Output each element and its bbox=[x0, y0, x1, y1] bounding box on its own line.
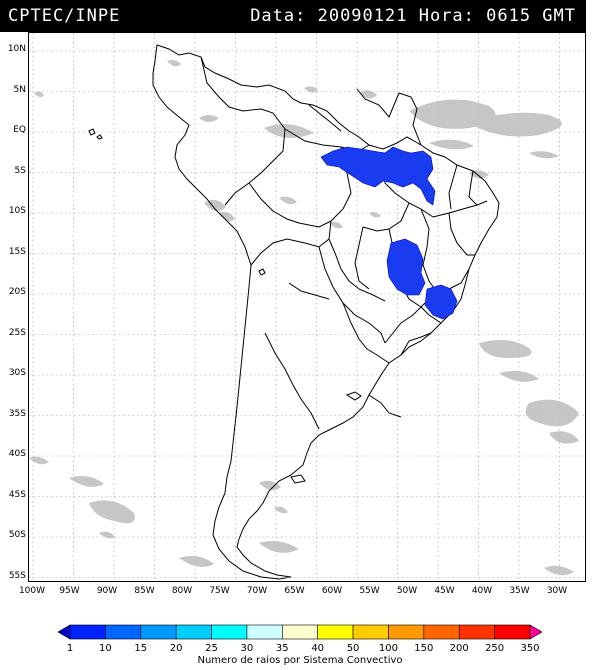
longitude-label: 90W bbox=[96, 586, 118, 596]
latitude-label: 10S bbox=[8, 206, 26, 216]
longitude-label: 80W bbox=[171, 586, 193, 596]
colorbar-segment bbox=[388, 624, 425, 640]
colorbar-tick-label: 40 bbox=[311, 643, 325, 654]
latitude-label: 20S bbox=[8, 287, 26, 297]
map-header: CPTEC/INPE Data: 20090121 Hora: 0615 GMT bbox=[0, 0, 586, 32]
longitude-label: 55W bbox=[359, 586, 380, 596]
colorbar-tick-label: 15 bbox=[134, 643, 148, 654]
longitude-label: 60W bbox=[321, 586, 343, 596]
colorbar-tick-label: 10 bbox=[99, 643, 112, 654]
latitude-label: 40S bbox=[8, 449, 26, 459]
latitude-label: 5N bbox=[13, 84, 26, 95]
colorbar-segment bbox=[211, 624, 248, 640]
colorbar-segment bbox=[140, 624, 177, 640]
convective-systems bbox=[320, 146, 458, 320]
longitude-label: 75W bbox=[209, 586, 230, 596]
latitude-label: 55S bbox=[8, 570, 26, 581]
longitude-label: 70W bbox=[246, 586, 268, 596]
latitude-label: 15S bbox=[8, 246, 26, 257]
latitude-label: 30S bbox=[8, 368, 26, 378]
colorbar-tick-label: 200 bbox=[449, 643, 469, 654]
colorbar-segment bbox=[58, 624, 71, 640]
colorbar-tick-label: 25 bbox=[205, 643, 218, 654]
colorbar-tick-label: 350 bbox=[520, 643, 540, 654]
colorbar-segment bbox=[423, 624, 460, 640]
longitude-label: 95W bbox=[59, 586, 80, 596]
colorbar-tick-label: 30 bbox=[240, 643, 254, 654]
country-borders bbox=[152, 44, 500, 580]
longitude-label: 65W bbox=[284, 586, 305, 596]
colorbar-segment bbox=[494, 624, 531, 640]
map-canvas bbox=[29, 33, 600, 581]
colorbar-tick-label: 50 bbox=[346, 643, 360, 654]
datetime-label: Data: 20090121 Hora: 0615 GMT bbox=[250, 6, 576, 26]
longitude-label: 85W bbox=[134, 586, 155, 596]
colorbar-segment bbox=[317, 624, 354, 640]
colorbar-segment bbox=[69, 624, 106, 640]
longitude-label: 45W bbox=[434, 586, 455, 596]
convective-system-central bbox=[386, 238, 426, 296]
convective-system-southeast bbox=[424, 284, 458, 320]
colorbar-segment bbox=[529, 624, 542, 640]
colorbar-caption: Numero de raios por Sistema Convectivo bbox=[197, 655, 403, 666]
latitude-label: EQ bbox=[13, 125, 26, 135]
colorbar-tick-label: 1 bbox=[66, 643, 74, 654]
longitude-label: 50W bbox=[396, 586, 418, 596]
longitude-label: 100W bbox=[18, 586, 46, 596]
colorbar-tick-label: 250 bbox=[485, 643, 505, 654]
longitude-label: 35W bbox=[509, 586, 530, 596]
latitude-label: 5S bbox=[14, 165, 26, 176]
cloud-cover bbox=[29, 60, 579, 576]
colorbar bbox=[58, 624, 542, 640]
colorbar-tick-label: 20 bbox=[169, 643, 183, 654]
convective-system-amazon bbox=[320, 146, 436, 206]
latitude-label: 50S bbox=[8, 530, 26, 540]
colorbar-segment bbox=[175, 624, 212, 640]
latitude-label: 45S bbox=[8, 489, 26, 500]
source-label: CPTEC/INPE bbox=[8, 6, 121, 26]
latitude-label: 35S bbox=[8, 408, 26, 419]
colorbar-tick-label: 150 bbox=[414, 643, 434, 654]
colorbar-tick-label: 35 bbox=[275, 643, 289, 654]
longitude-label: 40W bbox=[471, 586, 493, 596]
colorbar-segment bbox=[282, 624, 318, 640]
map-frame bbox=[28, 32, 600, 582]
colorbar-segment bbox=[105, 624, 142, 640]
islands bbox=[88, 128, 362, 484]
longitude-label: 30W bbox=[546, 586, 568, 596]
latitude-label: 25S bbox=[8, 327, 26, 338]
colorbar-tick-label: 100 bbox=[378, 643, 398, 654]
colorbar-segment bbox=[246, 624, 283, 640]
latitude-label: 10N bbox=[7, 44, 26, 54]
colorbar-segment bbox=[458, 624, 495, 640]
colorbar-segment bbox=[352, 624, 389, 640]
